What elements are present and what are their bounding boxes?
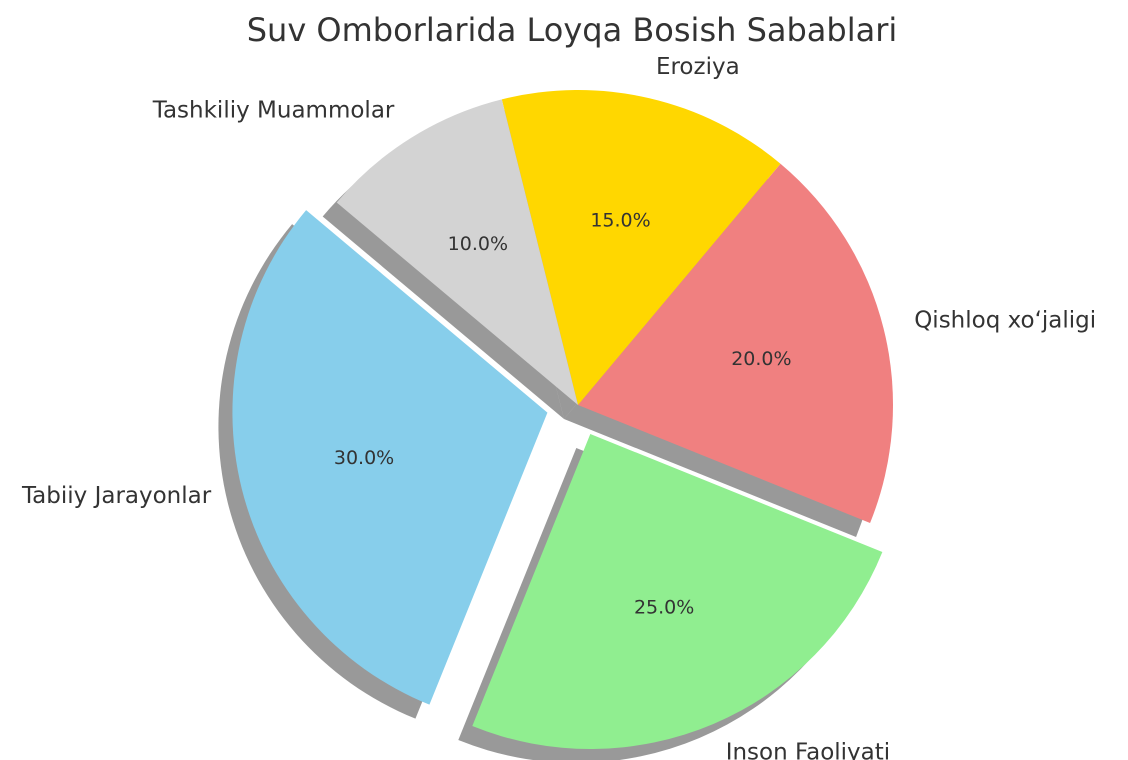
slice-label: Tabiiy Jarayonlar [21, 483, 212, 509]
percent-label: 10.0% [448, 233, 508, 255]
slice-label: Inson Faoliyati [726, 739, 890, 760]
percent-label: 25.0% [634, 596, 694, 618]
percent-label: 15.0% [590, 209, 650, 231]
percent-label: 20.0% [731, 348, 791, 370]
slice-label: Tashkiliy Muammolar [152, 98, 395, 124]
wedge [472, 433, 883, 749]
percent-label: 30.0% [334, 447, 394, 469]
chart-title: Suv Omborlarida Loyqa Bosish Sabablari [247, 11, 898, 49]
wedge [232, 210, 548, 705]
wedge [501, 89, 781, 406]
wedge [578, 163, 893, 524]
slice-label: Eroziya [656, 54, 740, 80]
wedge [336, 99, 578, 406]
slice-label: Qishloq xo‘jaligi [914, 308, 1096, 334]
